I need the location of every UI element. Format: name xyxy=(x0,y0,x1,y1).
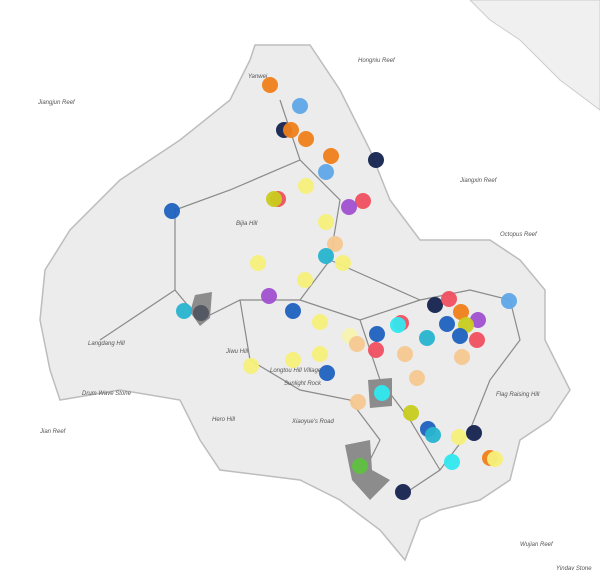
marker xyxy=(243,358,259,374)
marker xyxy=(454,349,470,365)
marker xyxy=(266,191,282,207)
marker xyxy=(349,336,365,352)
marker xyxy=(439,316,455,332)
marker xyxy=(487,451,503,467)
marker xyxy=(283,122,299,138)
marker xyxy=(374,385,390,401)
marker xyxy=(341,199,357,215)
marker xyxy=(369,326,385,342)
marker xyxy=(425,427,441,443)
marker xyxy=(312,346,328,362)
marker xyxy=(193,305,209,321)
place-label: Hongniu Reef xyxy=(358,58,396,64)
marker xyxy=(285,352,301,368)
place-label: Sunlight Rock xyxy=(284,381,322,387)
place-label: Langdang Hill xyxy=(88,341,125,347)
place-label: Jiangxin Reef xyxy=(459,178,498,184)
place-label: Wujian Reef xyxy=(520,542,554,548)
place-label: Bijia Hill xyxy=(236,221,258,227)
marker xyxy=(350,394,366,410)
marker xyxy=(318,248,334,264)
marker xyxy=(368,342,384,358)
marker xyxy=(298,131,314,147)
place-label: Xiaoyue's Road xyxy=(291,419,335,425)
place-label: Yanwei xyxy=(248,74,268,80)
place-label: Jiwu Hill xyxy=(225,349,249,355)
marker xyxy=(318,164,334,180)
marker xyxy=(250,255,266,271)
place-label: Flag Raising Hill xyxy=(496,392,540,398)
mainland xyxy=(469,0,600,111)
marker xyxy=(501,293,517,309)
place-label: Octopus Reef xyxy=(500,232,538,238)
marker xyxy=(261,288,277,304)
marker xyxy=(298,178,314,194)
marker xyxy=(397,346,413,362)
marker xyxy=(452,328,468,344)
marker xyxy=(292,98,308,114)
place-label: Yindav Stone xyxy=(556,566,592,572)
place-label: Jiangjun Reef xyxy=(37,100,76,106)
marker xyxy=(319,365,335,381)
marker xyxy=(312,314,328,330)
marker xyxy=(297,272,313,288)
marker xyxy=(262,77,278,93)
marker xyxy=(176,303,192,319)
marker xyxy=(444,454,460,470)
marker xyxy=(409,370,425,386)
place-label: Jian Reef xyxy=(39,429,67,435)
marker xyxy=(390,317,406,333)
marker xyxy=(285,303,301,319)
marker xyxy=(352,458,368,474)
marker xyxy=(335,255,351,271)
marker xyxy=(403,405,419,421)
marker xyxy=(427,297,443,313)
marker xyxy=(164,203,180,219)
marker xyxy=(466,425,482,441)
marker xyxy=(368,152,384,168)
markers xyxy=(164,77,517,500)
marker xyxy=(318,214,334,230)
marker xyxy=(451,429,467,445)
marker xyxy=(469,332,485,348)
marker xyxy=(355,193,371,209)
marker xyxy=(419,330,435,346)
place-label: Longtou Hill Village xyxy=(270,368,322,374)
labels: Hongniu Reef Jiangjun Reef Yanwei Jiangx… xyxy=(37,58,592,572)
marker xyxy=(327,236,343,252)
marker xyxy=(453,304,469,320)
place-label: Drum Wave Stone xyxy=(82,391,132,397)
marker xyxy=(395,484,411,500)
marker xyxy=(441,291,457,307)
marker xyxy=(323,148,339,164)
marker xyxy=(470,312,486,328)
place-label: Hero Hill xyxy=(212,417,236,423)
